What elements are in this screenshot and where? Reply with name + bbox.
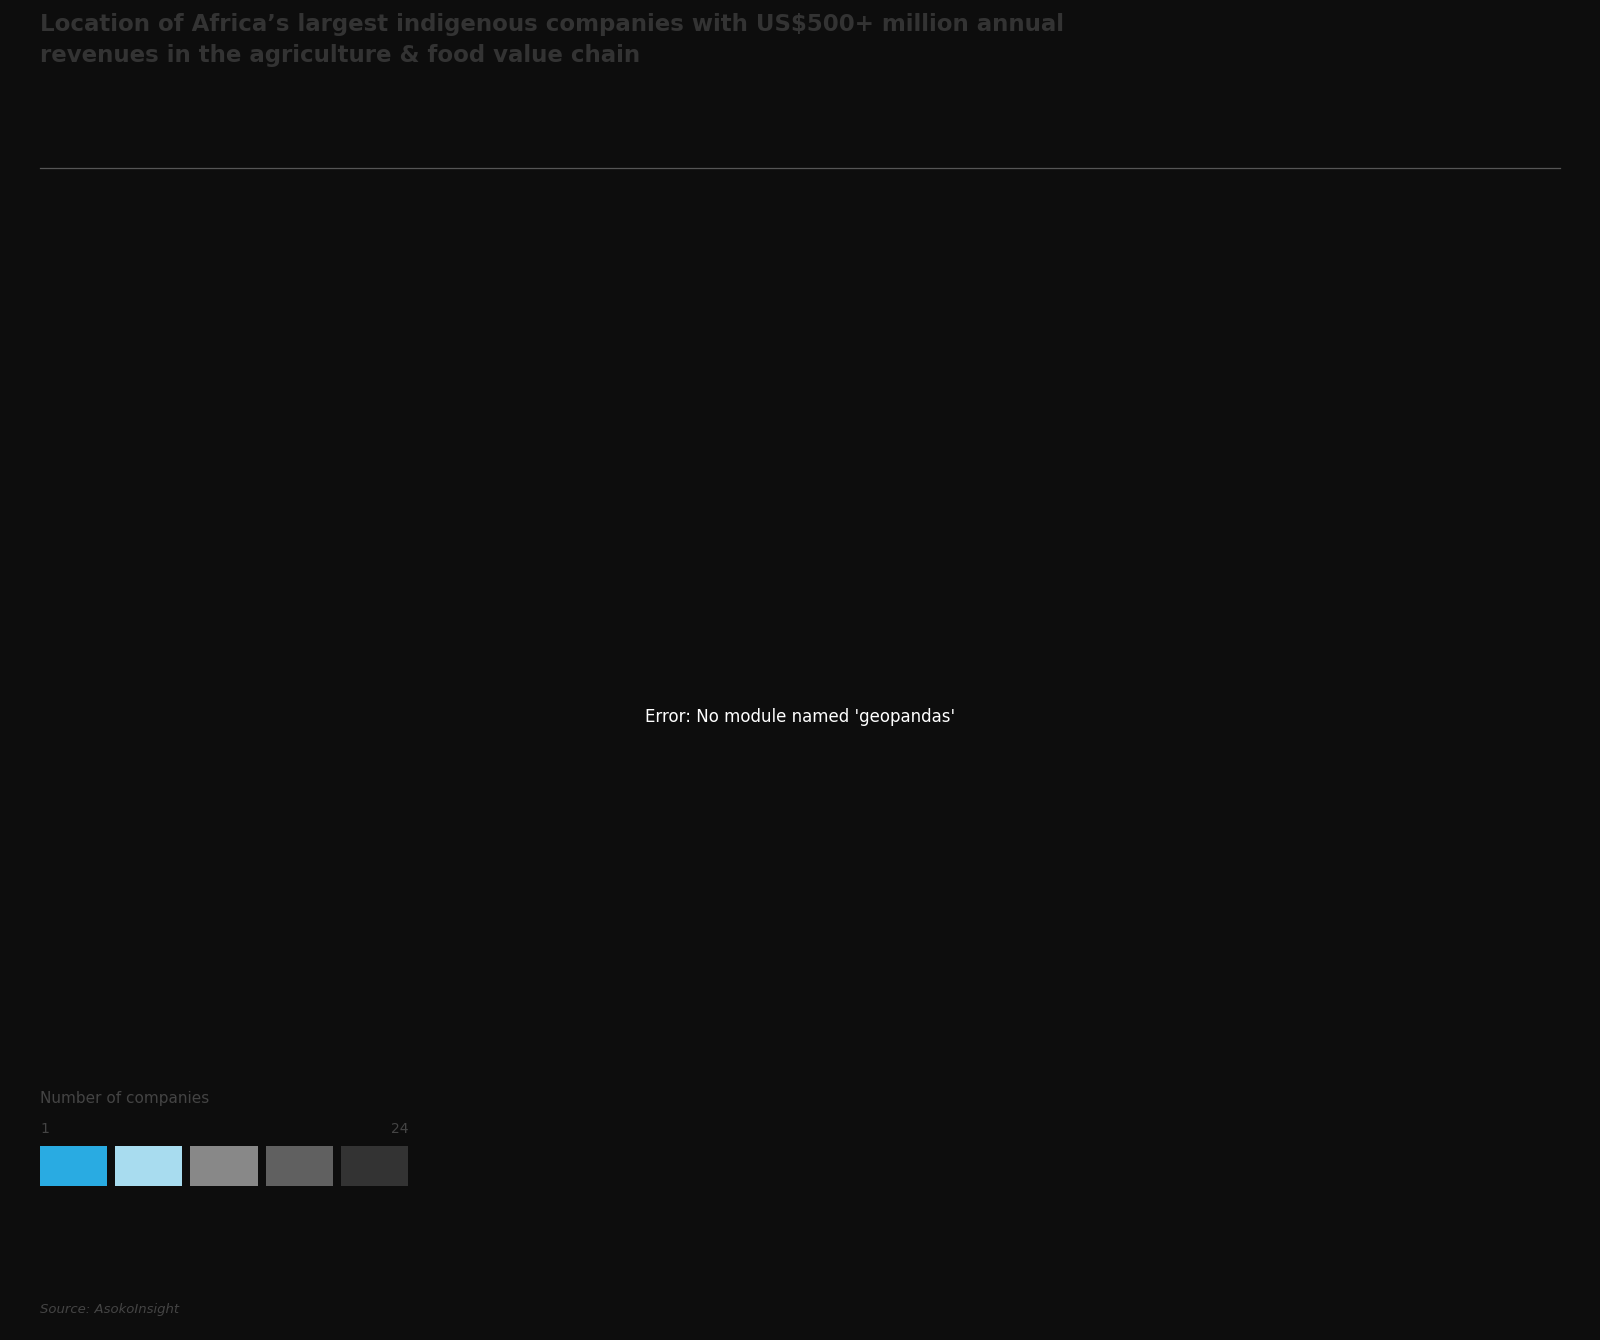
Text: Number of companies: Number of companies [40,1091,210,1106]
Text: 1: 1 [40,1123,50,1136]
Text: Source: AsokoInsight: Source: AsokoInsight [40,1302,179,1316]
Text: Error: No module named 'geopandas': Error: No module named 'geopandas' [645,708,955,726]
Text: Location of Africa’s largest indigenous companies with US$500+ million annual
re: Location of Africa’s largest indigenous … [40,13,1064,67]
Text: 24: 24 [390,1123,408,1136]
